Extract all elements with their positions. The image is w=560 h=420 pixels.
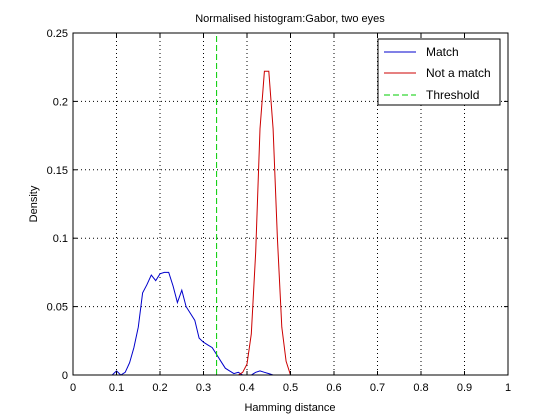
legend-label-match: Match (426, 45, 459, 59)
x-tick-label: 0.8 (413, 382, 428, 394)
y-tick-label: 0 (62, 370, 68, 382)
x-tick-label: 0 (70, 382, 76, 394)
x-tick-label: 0.6 (326, 382, 341, 394)
x-tick-label: 0.1 (109, 382, 124, 394)
y-tick-label: 0.2 (53, 96, 68, 108)
x-tick-label: 0.2 (152, 382, 167, 394)
legend: Match Not a match Threshold (377, 38, 501, 106)
x-tick-label: 0.4 (239, 382, 254, 394)
ticks (72, 32, 509, 376)
series-layer (73, 33, 508, 376)
y-axis-title: Density (28, 185, 40, 222)
series-line-not-a-match (73, 70, 508, 376)
x-tick-label: 0.9 (457, 382, 472, 394)
x-tick-label: 0.7 (370, 382, 385, 394)
x-axis-title: Hamming distance (244, 402, 335, 414)
y-tick-label: 0.05 (47, 302, 68, 314)
x-tick-label: 1 (505, 382, 511, 394)
chart-title: Normalised histogram:Gabor, two eyes (195, 13, 385, 25)
x-tick-label: 0.5 (283, 382, 298, 394)
y-tick-label: 0.15 (47, 165, 68, 177)
legend-label-not-a-match: Not a match (426, 66, 491, 80)
x-tick-label: 0.3 (196, 382, 211, 394)
y-tick-label: 0.25 (47, 28, 68, 40)
tick-labels: 0 0.1 0.2 0.3 0.4 0.5 0.6 0.7 0.8 0.9 1 0 0.05 0.1 0.1… (47, 28, 511, 394)
y-tick-label: 0.1 (53, 233, 68, 245)
legend-box (377, 38, 501, 106)
series-line-match (73, 271, 508, 376)
legend-label-threshold: Threshold (426, 88, 479, 102)
